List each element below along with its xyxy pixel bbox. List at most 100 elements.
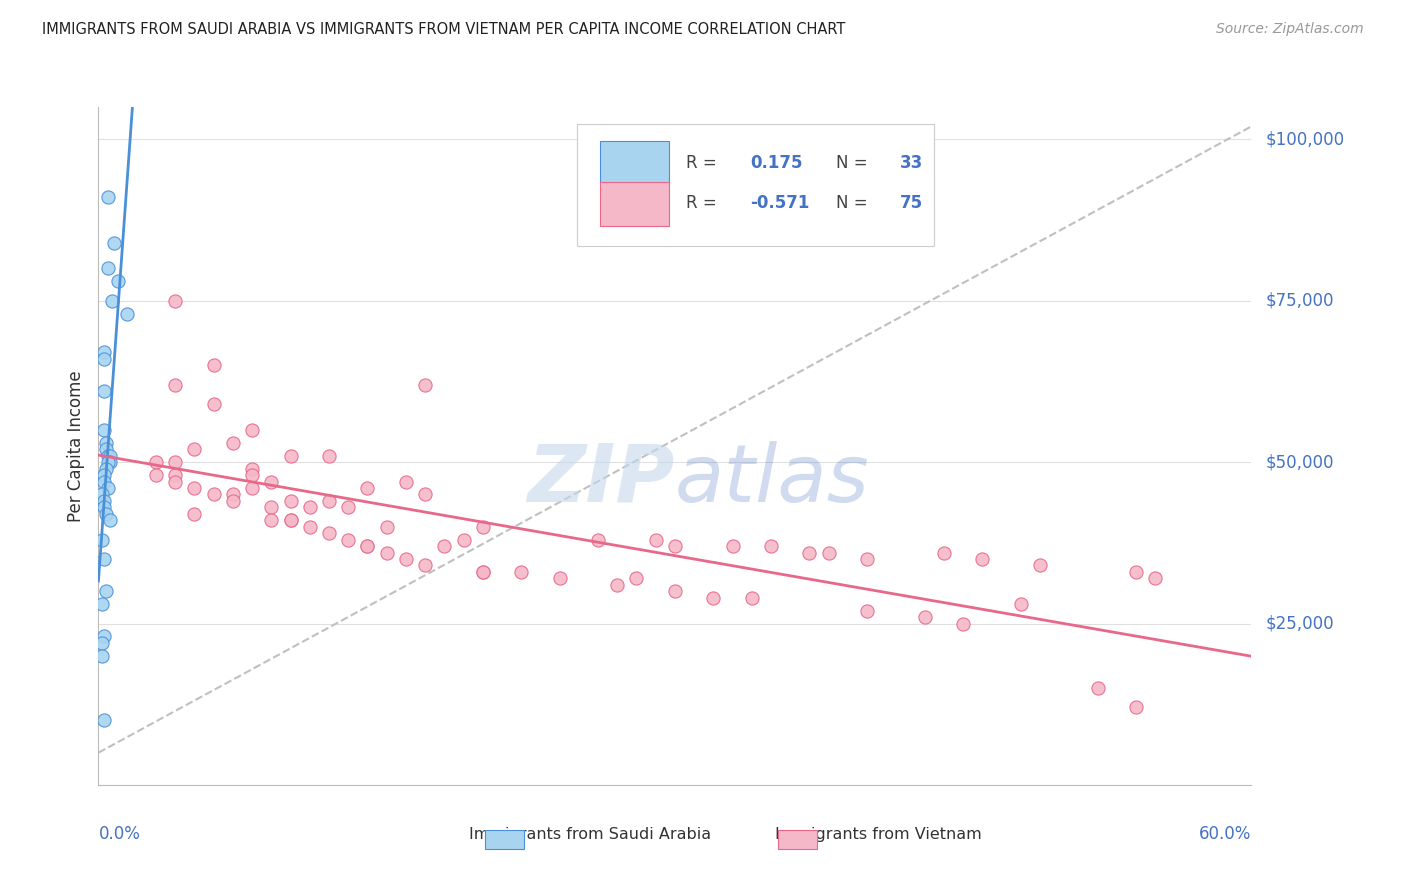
Point [759, 539, 782, 553]
Point [799, 545, 821, 559]
Point [107, 274, 129, 288]
Point [94, 461, 117, 475]
Text: 60.0%: 60.0% [1199, 825, 1251, 843]
Point [97, 449, 120, 463]
Point [1029, 558, 1052, 573]
Point [97, 190, 120, 204]
Point [1010, 597, 1032, 611]
Point [395, 552, 418, 566]
Point [702, 591, 724, 605]
Point [240, 423, 263, 437]
Point [298, 500, 321, 515]
Point [337, 500, 360, 515]
Point [240, 468, 263, 483]
Point [375, 545, 398, 559]
Point [375, 519, 398, 533]
Point [202, 487, 225, 501]
Point [318, 494, 340, 508]
Point [94, 584, 117, 599]
Point [356, 539, 378, 553]
Point [395, 475, 418, 489]
Text: $100,000: $100,000 [1265, 130, 1344, 148]
Point [548, 571, 571, 585]
Point [240, 461, 263, 475]
Point [240, 481, 263, 495]
Point [165, 377, 187, 392]
Point [471, 565, 494, 579]
Point [644, 533, 666, 547]
Point [165, 293, 187, 308]
Point [260, 513, 283, 527]
Text: Immigrants from Vietnam: Immigrants from Vietnam [775, 827, 983, 841]
Point [202, 359, 225, 373]
FancyBboxPatch shape [576, 124, 934, 246]
Point [93, 423, 115, 437]
Point [298, 519, 321, 533]
Point [817, 545, 839, 559]
Point [94, 442, 117, 457]
Point [97, 261, 120, 276]
Text: N =: N = [837, 194, 873, 212]
Point [91, 597, 114, 611]
Text: 0.0%: 0.0% [98, 825, 141, 843]
Point [413, 558, 436, 573]
Point [93, 475, 115, 489]
Point [91, 533, 114, 547]
Point [91, 636, 114, 650]
Point [202, 397, 225, 411]
Point [98, 513, 121, 527]
Point [914, 610, 936, 624]
Text: R =: R = [686, 194, 723, 212]
Point [280, 494, 302, 508]
Text: 33: 33 [900, 153, 922, 171]
Point [586, 533, 609, 547]
Point [93, 630, 115, 644]
Point [510, 565, 533, 579]
Point [1087, 681, 1109, 695]
Text: Immigrants from Saudi Arabia: Immigrants from Saudi Arabia [470, 827, 711, 841]
Point [93, 500, 115, 515]
Point [93, 494, 115, 508]
Point [260, 500, 283, 515]
Point [1125, 565, 1147, 579]
Text: 0.175: 0.175 [749, 153, 803, 171]
Point [1144, 571, 1167, 585]
Point [165, 468, 187, 483]
Point [356, 539, 378, 553]
Point [413, 377, 436, 392]
Point [952, 616, 974, 631]
Point [280, 449, 302, 463]
Point [94, 507, 117, 521]
Point [626, 571, 648, 585]
Point [103, 235, 125, 250]
Point [98, 455, 121, 469]
Text: IMMIGRANTS FROM SAUDI ARABIA VS IMMIGRANTS FROM VIETNAM PER CAPITA INCOME CORREL: IMMIGRANTS FROM SAUDI ARABIA VS IMMIGRAN… [42, 22, 845, 37]
Point [183, 481, 205, 495]
Point [337, 533, 360, 547]
Point [93, 552, 115, 566]
Point [222, 487, 245, 501]
Point [471, 565, 494, 579]
Point [93, 345, 115, 359]
Point [664, 584, 686, 599]
Point [165, 455, 187, 469]
Point [145, 455, 167, 469]
FancyBboxPatch shape [600, 141, 669, 185]
Point [606, 578, 628, 592]
Point [972, 552, 994, 566]
Point [741, 591, 763, 605]
Point [1125, 700, 1147, 714]
Point [117, 307, 138, 321]
Text: ZIP: ZIP [527, 441, 675, 519]
Point [721, 539, 744, 553]
Text: atlas: atlas [675, 441, 870, 519]
Point [91, 487, 114, 501]
Point [932, 545, 955, 559]
Y-axis label: Per Capita Income: Per Capita Income [66, 370, 84, 522]
Point [165, 475, 187, 489]
Text: $75,000: $75,000 [1265, 292, 1334, 310]
Point [260, 475, 283, 489]
Point [356, 481, 378, 495]
Point [222, 494, 245, 508]
Point [856, 552, 879, 566]
